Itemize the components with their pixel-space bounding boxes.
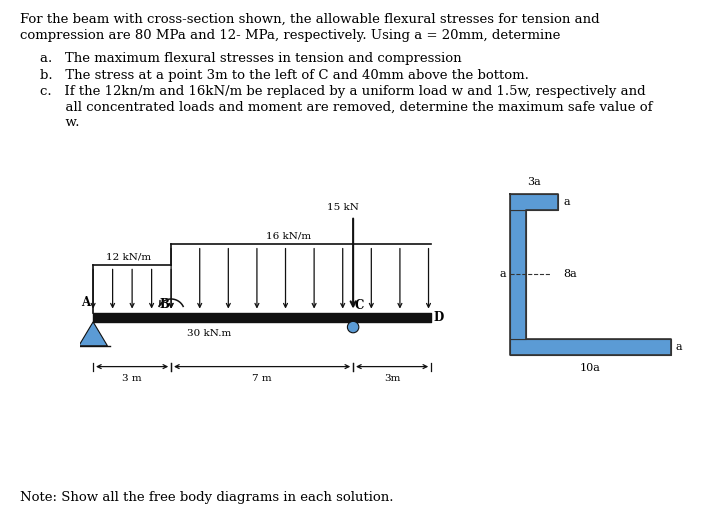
- Polygon shape: [510, 194, 558, 210]
- Text: 3m: 3m: [384, 374, 400, 383]
- Text: D: D: [433, 310, 444, 323]
- Text: For the beam with cross-section shown, the allowable flexural stresses for tensi: For the beam with cross-section shown, t…: [20, 13, 600, 26]
- Text: all concentrated loads and moment are removed, determine the maximum safe value : all concentrated loads and moment are re…: [40, 101, 653, 114]
- Text: w.: w.: [40, 116, 79, 129]
- Text: a: a: [676, 342, 682, 352]
- Text: 3 m: 3 m: [122, 374, 142, 383]
- Polygon shape: [510, 339, 671, 355]
- Text: a: a: [500, 269, 507, 279]
- Text: b.   The stress at a point 3m to the left of C and 40mm above the bottom.: b. The stress at a point 3m to the left …: [40, 69, 529, 82]
- Circle shape: [348, 321, 359, 333]
- Text: C: C: [354, 299, 364, 312]
- Text: c.   If the 12kn/m and 16kN/m be replaced by a uniform load w and 1.5w, respecti: c. If the 12kn/m and 16kN/m be replaced …: [40, 85, 645, 98]
- Text: Note: Show all the free body diagrams in each solution.: Note: Show all the free body diagrams in…: [20, 491, 393, 504]
- Text: 15 kN: 15 kN: [327, 203, 359, 212]
- Text: a: a: [563, 197, 570, 207]
- Polygon shape: [79, 322, 107, 346]
- Text: a.   The maximum flexural stresses in tension and compression: a. The maximum flexural stresses in tens…: [40, 52, 462, 65]
- Text: compression are 80 MPa and 12- MPa, respectively. Using a = 20mm, determine: compression are 80 MPa and 12- MPa, resp…: [20, 29, 560, 42]
- Text: 16 kN/m: 16 kN/m: [266, 231, 311, 240]
- Text: 7 m: 7 m: [253, 374, 272, 383]
- Text: 3a: 3a: [527, 177, 541, 187]
- Text: B: B: [160, 297, 170, 310]
- Text: A: A: [81, 296, 91, 309]
- Text: 10a: 10a: [580, 363, 601, 373]
- Text: 30 kN.m: 30 kN.m: [187, 329, 231, 338]
- Polygon shape: [510, 210, 526, 339]
- Text: 12 kN/m: 12 kN/m: [106, 252, 151, 261]
- Text: 8a: 8a: [563, 269, 576, 279]
